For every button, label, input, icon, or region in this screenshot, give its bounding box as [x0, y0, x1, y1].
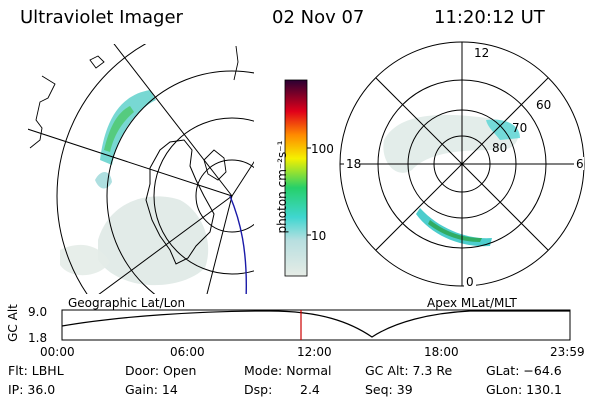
aurora-patch [104, 106, 134, 152]
coastline [145, 139, 215, 265]
date-label: 02 Nov 07 [272, 7, 365, 28]
coastline [233, 45, 239, 81]
left-panel-caption: Geographic Lat/Lon [68, 296, 186, 310]
coastline [89, 55, 105, 69]
timeline-ytick: 1.8 [28, 331, 48, 345]
mlt-label: 18 [346, 157, 362, 171]
mlat-label: 70 [512, 121, 528, 135]
coastline [203, 149, 227, 181]
ip-info: IP: 36.0 [8, 382, 56, 397]
mlt-label: 6 [576, 157, 584, 171]
dsp-value: 2.4 [300, 382, 320, 397]
timeline-ylabel: GC Alt [6, 304, 20, 342]
altitude-curve [61, 310, 570, 338]
timeline-xtick: 06:00 [170, 345, 205, 359]
mlat-label: 80 [492, 141, 508, 155]
colorbar-tick-label: 100 [311, 142, 334, 156]
gain-info: Gain: 14 [125, 382, 178, 397]
glon-info: GLon: 130.1 [486, 382, 562, 397]
aurora-patch [98, 196, 209, 286]
polar-aurora [383, 114, 520, 247]
right-panel-caption: Apex MLat/MLT [427, 296, 517, 310]
time-label: 11:20:12 UT [434, 7, 545, 28]
geo-grid [28, 44, 254, 294]
door-info: Door: Open [125, 363, 197, 378]
terminator-line [229, 195, 248, 294]
timeline-xtick: 00:00 [40, 345, 75, 359]
timeline-ytick: 9.0 [28, 305, 48, 319]
mlat-label: 60 [536, 98, 552, 112]
geo-map [28, 44, 254, 294]
mode-info: Mode: Normal [244, 363, 332, 378]
coastline [29, 75, 56, 149]
timeline-xtick: 12:00 [297, 345, 332, 359]
instrument-title: Ultraviolet Imager [20, 7, 183, 28]
polar-grid [339, 41, 585, 287]
colorbar-tick-label: 10 [311, 229, 327, 243]
glat-info: GLat: −64.6 [486, 363, 562, 378]
seq-info: Seq: 39 [365, 382, 413, 397]
gc-alt-info: GC Alt: 7.3 Re [365, 363, 453, 378]
dsp-label: Dsp: [244, 382, 273, 397]
mlt-label: 12 [474, 46, 490, 60]
colorbar [284, 79, 308, 277]
filter-info: Flt: LBHL [8, 363, 64, 378]
mlt-label: 0 [466, 275, 474, 289]
timeline-xtick: 23:59 [550, 345, 585, 359]
timeline-xtick: 18:00 [424, 345, 459, 359]
